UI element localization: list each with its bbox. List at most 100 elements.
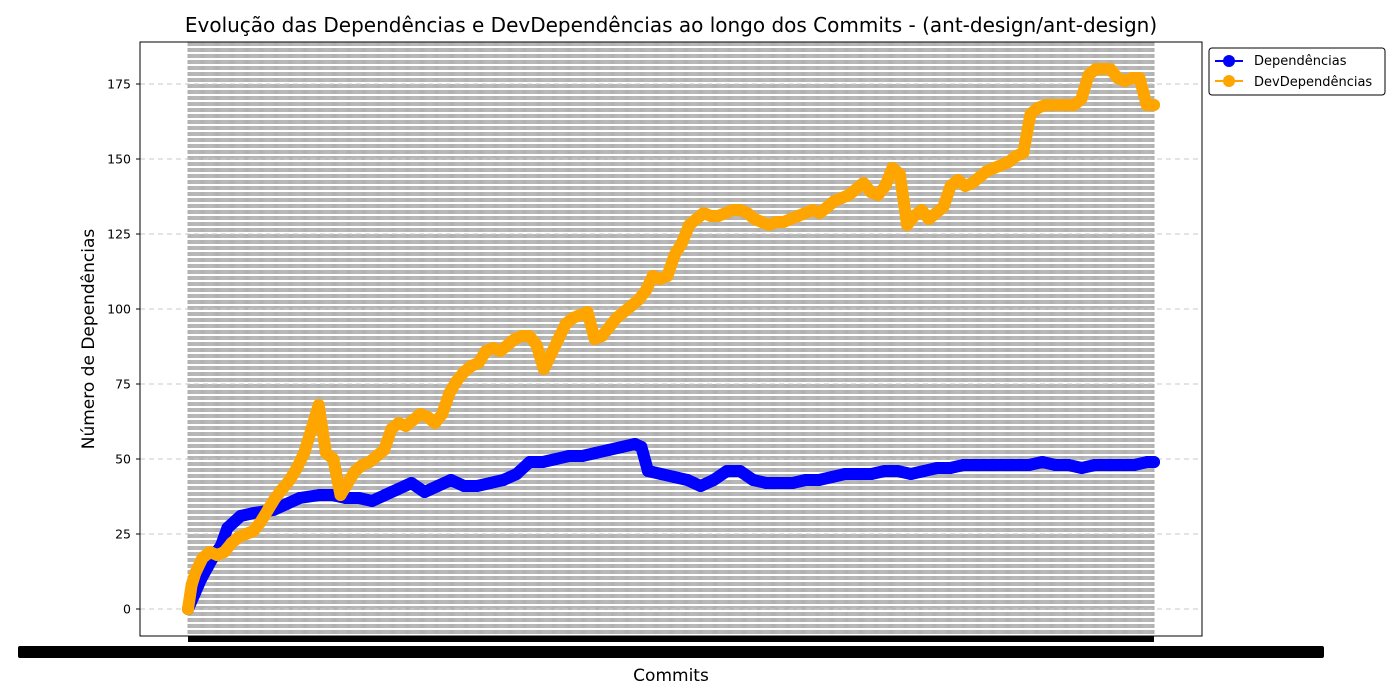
data-point — [392, 483, 405, 495]
data-point — [734, 465, 746, 477]
data-point — [218, 546, 231, 558]
data-point — [918, 465, 930, 477]
data-point — [747, 474, 760, 486]
data-point — [563, 450, 576, 462]
data-point — [596, 330, 608, 342]
data-point — [839, 468, 852, 480]
data-point — [298, 447, 311, 459]
data-point — [581, 306, 594, 318]
data-point — [872, 189, 884, 201]
data-point — [576, 450, 589, 462]
data-point — [221, 522, 234, 534]
data-point — [878, 465, 891, 477]
data-point — [378, 444, 391, 456]
data-point — [996, 459, 1009, 471]
data-point — [957, 459, 970, 471]
y-tick-label: 25 — [115, 527, 131, 542]
data-point — [1115, 459, 1128, 471]
data-point — [901, 219, 914, 231]
data-point — [655, 468, 668, 480]
data-point — [536, 456, 549, 468]
y-tick-label: 125 — [107, 227, 131, 242]
data-point — [550, 453, 562, 465]
data-point — [269, 492, 282, 504]
series-devdependencias — [182, 63, 1160, 615]
series-dependencias — [182, 438, 1160, 615]
legend-item-dependencias: Dependências — [1215, 54, 1347, 69]
data-point — [642, 465, 654, 477]
data-point — [694, 480, 707, 492]
data-point — [1036, 456, 1049, 468]
data-point — [444, 474, 457, 486]
data-point — [1133, 72, 1146, 84]
data-point — [405, 477, 418, 489]
data-point — [247, 507, 260, 519]
data-point — [530, 339, 543, 351]
data-point — [436, 408, 449, 420]
x-tick-labels-band — [18, 646, 1324, 658]
data-point — [293, 492, 306, 504]
y-tick-label: 175 — [107, 77, 131, 92]
data-point — [247, 525, 260, 537]
data-point — [983, 459, 996, 471]
data-point — [891, 465, 904, 477]
legend-swatch-marker — [1223, 75, 1235, 87]
data-point — [327, 453, 340, 465]
data-point — [773, 477, 786, 489]
data-point — [681, 474, 694, 486]
x-gridlines — [187, 42, 1155, 636]
data-point — [552, 333, 565, 345]
data-point — [234, 510, 247, 522]
data-point — [865, 468, 878, 480]
data-point — [545, 348, 558, 360]
data-point — [290, 462, 303, 474]
data-point — [497, 474, 510, 486]
data-point — [443, 387, 456, 399]
data-point — [589, 447, 602, 459]
data-point — [879, 180, 892, 192]
data-point — [450, 375, 463, 387]
data-point — [661, 270, 674, 282]
data-point — [893, 168, 906, 180]
data-point — [189, 567, 202, 579]
data-point — [1010, 459, 1022, 471]
y-tick-label: 100 — [107, 302, 131, 317]
data-point — [1049, 459, 1062, 471]
data-point — [857, 177, 870, 189]
y-axis-label: Número de Dependências — [79, 229, 99, 450]
data-point — [1088, 459, 1101, 471]
data-point — [431, 480, 444, 492]
data-point — [615, 441, 628, 453]
data-point — [276, 483, 289, 495]
data-point — [510, 468, 523, 480]
data-point — [915, 204, 928, 216]
data-point — [1102, 459, 1114, 471]
y-tick-label: 50 — [115, 452, 131, 467]
data-point — [1128, 459, 1141, 471]
data-point — [182, 603, 194, 615]
legend-label: DevDependências — [1254, 75, 1372, 90]
data-point — [484, 477, 497, 489]
data-point — [261, 504, 274, 516]
y-tick-labels: 0 25 50 75 100 125 150 175 — [107, 77, 140, 617]
data-point — [334, 489, 347, 501]
data-point — [313, 489, 326, 501]
data-point — [799, 474, 812, 486]
data-point — [812, 474, 825, 486]
y-tick-label: 75 — [115, 377, 131, 392]
data-point — [1023, 459, 1036, 471]
data-point — [1148, 456, 1160, 468]
data-point — [944, 462, 957, 474]
data-point — [366, 495, 378, 507]
data-point — [537, 363, 550, 375]
y-gridlines — [140, 83, 1202, 610]
data-point — [970, 459, 983, 471]
legend-box — [1208, 47, 1386, 96]
data-point — [472, 357, 485, 369]
data-point — [852, 468, 865, 480]
data-point — [1075, 93, 1088, 105]
data-point — [826, 471, 838, 483]
data-point — [185, 579, 198, 591]
data-point — [675, 237, 688, 249]
data-point — [707, 474, 720, 486]
